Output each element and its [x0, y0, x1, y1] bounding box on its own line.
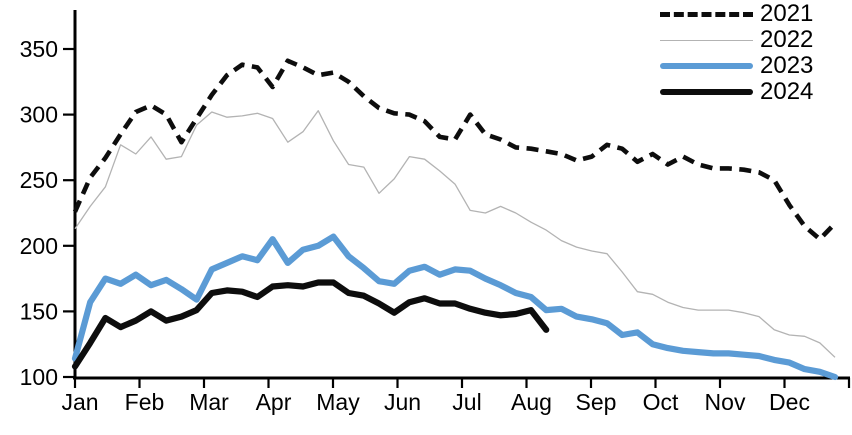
x-axis-label: Oct — [643, 389, 679, 415]
x-axis-label: Nov — [705, 389, 746, 415]
x-axis-label: Jul — [452, 389, 481, 415]
legend-item-2024: 2024 — [660, 78, 814, 105]
y-axis-label: 150 — [20, 298, 58, 324]
x-axis-label: Dec — [769, 389, 810, 415]
x-axis-label: Jun — [384, 389, 421, 415]
x-axis-label: Mar — [189, 389, 229, 415]
y-axis-label: 350 — [20, 36, 58, 62]
series-line-2024 — [71, 279, 550, 370]
x-axis-label: Apr — [256, 389, 292, 415]
legend-item-2021: 2021 — [660, 0, 814, 27]
x-axis-label: May — [316, 389, 360, 415]
x-axis-label: Aug — [511, 389, 552, 415]
legend-swatch-2022-thin-gray-line — [660, 39, 753, 41]
legend-swatch-2021-dashed-line — [660, 11, 753, 17]
legend-label-2022: 2022 — [760, 26, 814, 53]
y-axis-label: 300 — [20, 102, 58, 128]
series-line-2023 — [71, 233, 839, 381]
legend-label-2021: 2021 — [760, 0, 814, 27]
series-line-2022 — [74, 110, 836, 358]
y-axis-label: 200 — [20, 233, 58, 259]
y-axis-label: 100 — [20, 364, 58, 390]
series-line-2021 — [72, 58, 837, 242]
legend-swatch-2023-blue-line — [660, 63, 753, 69]
legend-label-2024: 2024 — [760, 78, 814, 105]
legend-item-2022: 2022 — [660, 26, 814, 53]
x-axis-label: Feb — [125, 389, 165, 415]
legend-item-2023: 2023 — [660, 52, 814, 79]
legend-swatch-2024-black-line — [660, 89, 753, 95]
x-axis-label: Sep — [576, 389, 617, 415]
y-axis-label: 250 — [20, 167, 58, 193]
x-axis-label: Jan — [61, 389, 98, 415]
chart-legend: 2021 2022 2023 2024 — [660, 0, 814, 105]
legend-label-2023: 2023 — [760, 52, 814, 79]
